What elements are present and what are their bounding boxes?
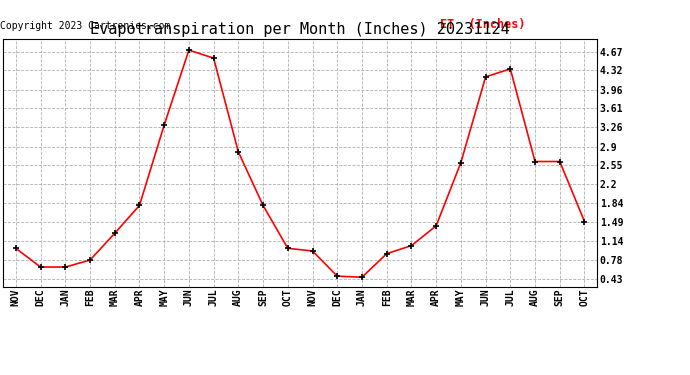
Text: Copyright 2023 Cartronics.com: Copyright 2023 Cartronics.com [1,21,171,31]
Title: Evapotranspiration per Month (Inches) 20231124: Evapotranspiration per Month (Inches) 20… [90,22,510,37]
Text: ET  (Inches): ET (Inches) [440,18,525,31]
